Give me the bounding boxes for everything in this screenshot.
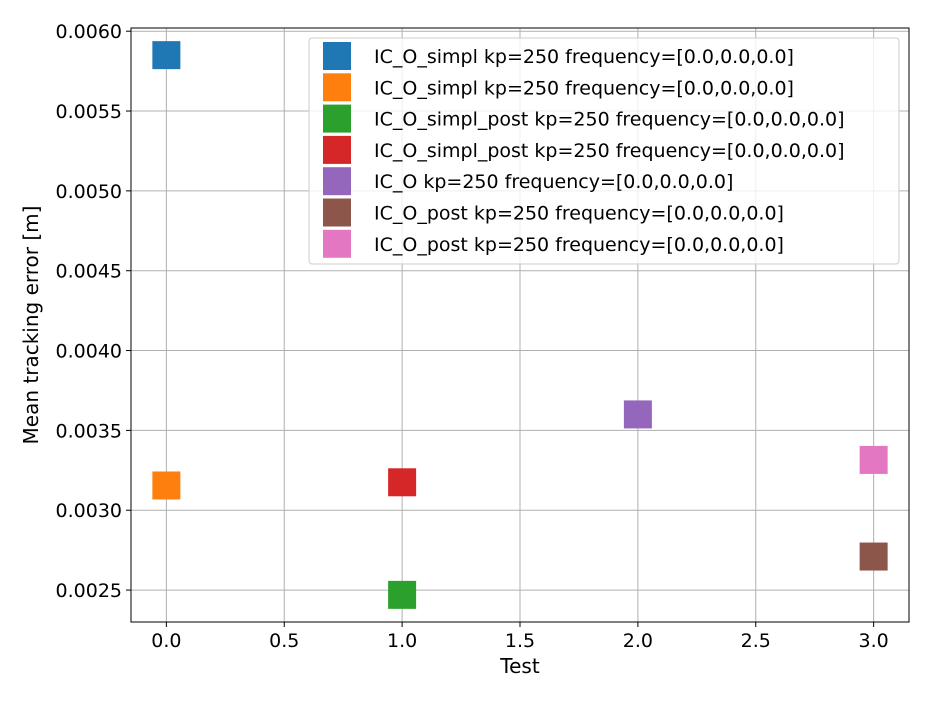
legend-label: IC_O kp=250 frequency=[0.0,0.0,0.0] (374, 171, 733, 193)
x-tick-label: 3.0 (859, 630, 889, 652)
x-tick-label: 1.5 (505, 630, 535, 652)
x-axis-label: Test (499, 654, 540, 678)
legend: IC_O_simpl kp=250 frequency=[0.0,0.0,0.0… (308, 37, 900, 265)
x-tick-label: 1.0 (387, 630, 417, 652)
legend-label: IC_O_post kp=250 frequency=[0.0,0.0,0.0] (374, 234, 784, 256)
legend-marker (323, 73, 351, 102)
legend-marker (323, 42, 351, 70)
y-axis-label: Mean tracking error [m] (19, 206, 43, 445)
x-tick-label: 0.0 (151, 630, 181, 652)
x-tick-label: 2.5 (741, 630, 771, 652)
legend-marker (323, 167, 351, 196)
data-point (152, 471, 181, 500)
legend-marker (323, 229, 351, 258)
legend-marker (323, 198, 351, 227)
data-point (388, 468, 417, 497)
legend-marker (323, 135, 351, 164)
legend-box (308, 37, 900, 265)
data-point (623, 400, 652, 429)
legend-label: IC_O_simpl kp=250 frequency=[0.0,0.0,0.0… (374, 77, 794, 99)
y-tick-label: 0.0030 (56, 500, 122, 522)
legend-marker (323, 104, 351, 133)
legend-label: IC_O_simpl_post kp=250 frequency=[0.0,0.… (374, 140, 844, 162)
data-point (152, 41, 181, 70)
legend-label: IC_O_simpl kp=250 frequency=[0.0,0.0,0.0… (374, 46, 794, 68)
y-tick-label: 0.0050 (56, 181, 122, 203)
data-point (859, 542, 888, 571)
legend-label: IC_O_post kp=250 frequency=[0.0,0.0,0.0] (374, 203, 784, 225)
axis-ticks: 0.0 0.5 1.0 1.5 2.0 2.5 3.0 0.0025 0.0030 0.0035 0… (56, 21, 889, 652)
y-tick-label: 0.0035 (56, 420, 122, 442)
y-tick-label: 0.0045 (56, 261, 122, 283)
legend-label: IC_O_simpl_post kp=250 frequency=[0.0,0.… (374, 109, 844, 131)
y-tick-label: 0.0025 (56, 580, 122, 602)
y-tick-label: 0.0060 (56, 21, 122, 43)
data-point (388, 580, 417, 609)
y-tick-label: 0.0040 (56, 341, 122, 363)
x-tick-label: 2.0 (623, 630, 653, 652)
data-points (152, 41, 888, 609)
x-tick-label: 0.5 (269, 630, 299, 652)
data-point (859, 445, 888, 474)
y-tick-label: 0.0055 (56, 101, 122, 123)
